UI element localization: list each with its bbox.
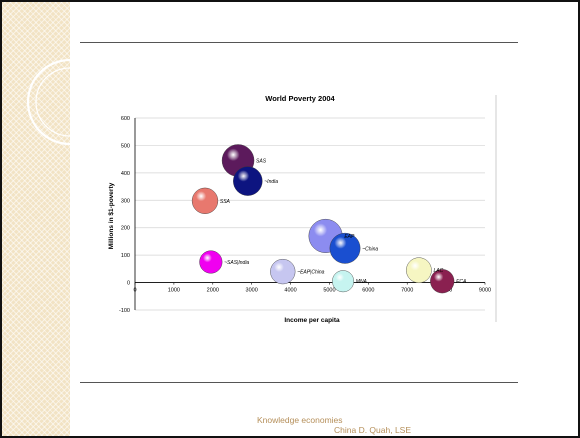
bubble [406, 257, 432, 284]
bubbles [191, 144, 455, 294]
bubble [191, 187, 219, 214]
bubble-label: LAC [433, 268, 443, 274]
y-tick-label: 300 [121, 198, 130, 204]
y-tick-label: 0 [127, 281, 130, 287]
x-tick-label: 5000 [323, 288, 335, 294]
y-tick-label: -100 [119, 308, 130, 314]
y-tick-labels: -100 0 100 200 300 400 500 600 [119, 116, 130, 314]
bubble [270, 259, 296, 285]
bubble [430, 269, 455, 294]
x-tick-label: 9000 [479, 288, 491, 294]
x-tick-label: 4000 [284, 288, 296, 294]
bubble [199, 250, 223, 274]
y-tick-label: 400 [121, 171, 130, 177]
footer-line-2: China D. Quah, LSE [334, 425, 412, 435]
bubble-label: ~SAS|India [224, 260, 249, 266]
bubble [332, 270, 354, 293]
x-tick-label: 3000 [246, 288, 258, 294]
bubble-label: EAP [344, 234, 355, 240]
x-tick-label: 0 [133, 288, 136, 294]
chart-title: World Poverty 2004 [265, 94, 335, 103]
sidebar-decoration [2, 2, 114, 436]
x-axis-label: Income per capita [284, 317, 340, 324]
y-tick-label: 600 [121, 116, 130, 122]
x-tick-label: 6000 [362, 288, 374, 294]
top-rule [80, 42, 518, 43]
y-tick-label: 200 [121, 226, 130, 232]
bubble-label: ~China [362, 246, 378, 252]
bubble-label: ECA [456, 279, 467, 285]
bubble-label: ~EAP|China [297, 270, 325, 276]
footer-line-1: Knowledge economies [257, 415, 343, 425]
y-tick-label: 500 [121, 143, 130, 149]
x-tick-label: 2000 [207, 288, 219, 294]
bubble-label: MNA [356, 279, 368, 285]
bubble-label: SAS [256, 159, 267, 165]
bubble-label: SSA [220, 199, 231, 205]
y-axis-label: Millions in $1-poverty [108, 182, 115, 249]
bubble [329, 232, 361, 264]
x-tick-label: 7000 [401, 288, 413, 294]
bottom-rule [80, 382, 518, 383]
y-tick-label: 100 [121, 253, 130, 259]
x-tick-label: 1000 [168, 288, 180, 294]
bubble-labels: SAS ~India SSA EAP ~China ~SAS|India ~EAP|Chin… [220, 159, 467, 286]
bubble [233, 166, 263, 196]
chart-axes [134, 118, 486, 310]
bubble-label: ~India [264, 179, 278, 185]
